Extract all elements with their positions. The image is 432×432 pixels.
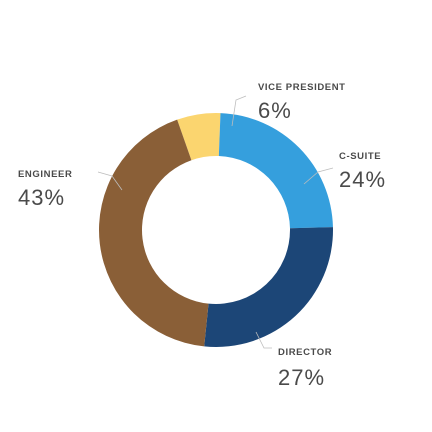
label-vice-president-category: VICE PRESIDENT <box>258 82 346 93</box>
label-engineer-category: ENGINEER <box>18 169 72 180</box>
label-director-category: DIRECTOR <box>278 347 332 358</box>
slices-group <box>99 113 333 347</box>
leader-director <box>255 331 272 349</box>
slice-c-suite <box>218 113 333 229</box>
label-vice-president-value: 6% <box>258 98 292 123</box>
label-engineer-value: 43% <box>18 185 65 210</box>
slice-director <box>204 227 333 347</box>
leader-vice-president <box>231 95 247 127</box>
label-c-suite-value: 24% <box>339 167 386 192</box>
label-c-suite-category: C-SUITE <box>339 151 381 162</box>
leader-lines-group <box>97 95 334 349</box>
slice-vice-president <box>177 113 221 161</box>
labels-group: VICE PRESIDENT 6% C-SUITE 24% DIRECTOR 2… <box>18 82 386 390</box>
leader-engineer <box>97 171 123 191</box>
leader-c-suite <box>303 167 334 185</box>
slice-engineer <box>99 119 209 347</box>
label-director-value: 27% <box>278 365 325 390</box>
